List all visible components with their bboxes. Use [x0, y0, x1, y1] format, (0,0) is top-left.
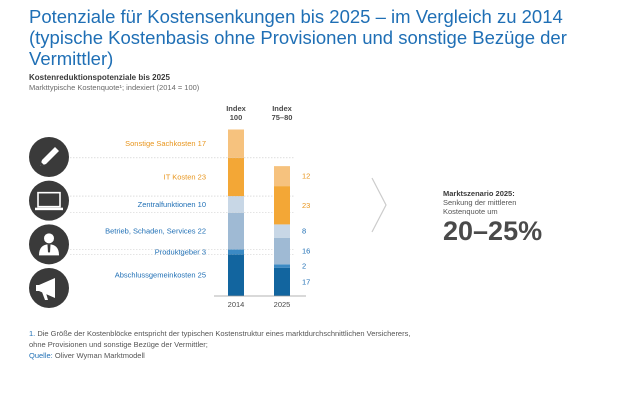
- value-label-2025-2: 16: [302, 247, 310, 256]
- series-label-0: Abschlussgemeinkosten 25: [115, 271, 206, 280]
- column-header-0: 100: [230, 113, 243, 122]
- column-header-1: 75–80: [272, 113, 293, 122]
- bar-2014-3: [228, 196, 244, 213]
- chart-title: Potenziale für Kostensenkungen bis 2025 …: [29, 6, 567, 69]
- bar-2014-4: [228, 157, 244, 197]
- series-label-4: IT Kosten 23: [164, 172, 206, 181]
- column-header-1: Index: [272, 104, 292, 113]
- series-label-1: Produktgeber 3: [155, 247, 206, 256]
- value-label-2025-5: 12: [302, 172, 310, 181]
- bracket-arrow: [371, 177, 387, 233]
- bar-2025-5: [274, 166, 290, 187]
- column-header-0: Index: [226, 104, 246, 113]
- footnote-text-1: Die Größe der Kostenblöcke entspricht de…: [35, 329, 411, 338]
- annotation-text-1: Senkung der mittleren: [443, 198, 516, 207]
- footnote-line-2: ohne Provisionen und sonstige Bezüge der…: [29, 340, 208, 349]
- bar-2025-1: [274, 264, 290, 268]
- person-icon: [29, 224, 69, 265]
- chart-subtitle: Kostenreduktionspotenziale bis 2025: [29, 73, 170, 82]
- footnote-source: Quelle: Oliver Wyman Marktmodell: [29, 351, 145, 360]
- source-text: Oliver Wyman Marktmodell: [52, 351, 145, 360]
- bar-2025-4: [274, 186, 290, 225]
- icons-panel: [29, 137, 69, 308]
- value-label-2025-0: 17: [302, 277, 310, 286]
- value-label-2025-4: 23: [302, 201, 310, 210]
- annotation-text-2: Kostenquote um: [443, 207, 498, 216]
- megaphone-icon: [29, 268, 69, 308]
- bar-2014-1: [228, 249, 244, 255]
- bar-2025-3: [274, 224, 290, 238]
- bar-2014-0: [228, 254, 244, 296]
- series-label-5: Sonstige Sachkosten 17: [125, 139, 206, 148]
- pen-icon: [29, 137, 69, 177]
- x-tick-2014: 2014: [228, 300, 245, 309]
- bar-2014-2: [228, 212, 244, 250]
- laptop-icon: [29, 180, 69, 221]
- value-label-2025-1: 2: [302, 262, 306, 271]
- chart-description: Markttypische Kostenquote¹; indexiert (2…: [29, 83, 200, 92]
- footnote-line-1: 1. Die Größe der Kostenblöcke entspricht…: [29, 329, 410, 338]
- series-label-3: Zentralfunktionen 10: [138, 200, 206, 209]
- footnote-number: 1.: [29, 329, 36, 338]
- annotation-title: Marktszenario 2025:: [443, 189, 515, 198]
- bar-2014-5: [228, 129, 244, 158]
- x-tick-2025: 2025: [274, 300, 291, 309]
- series-label-2: Betrieb, Schaden, Services 22: [105, 227, 206, 236]
- bar-2025-2: [274, 237, 290, 265]
- value-label-2025-3: 8: [302, 227, 306, 236]
- source-label: Quelle:: [29, 351, 53, 360]
- bar-2025-0: [274, 267, 290, 296]
- annotation-value: 20–25%: [443, 216, 542, 246]
